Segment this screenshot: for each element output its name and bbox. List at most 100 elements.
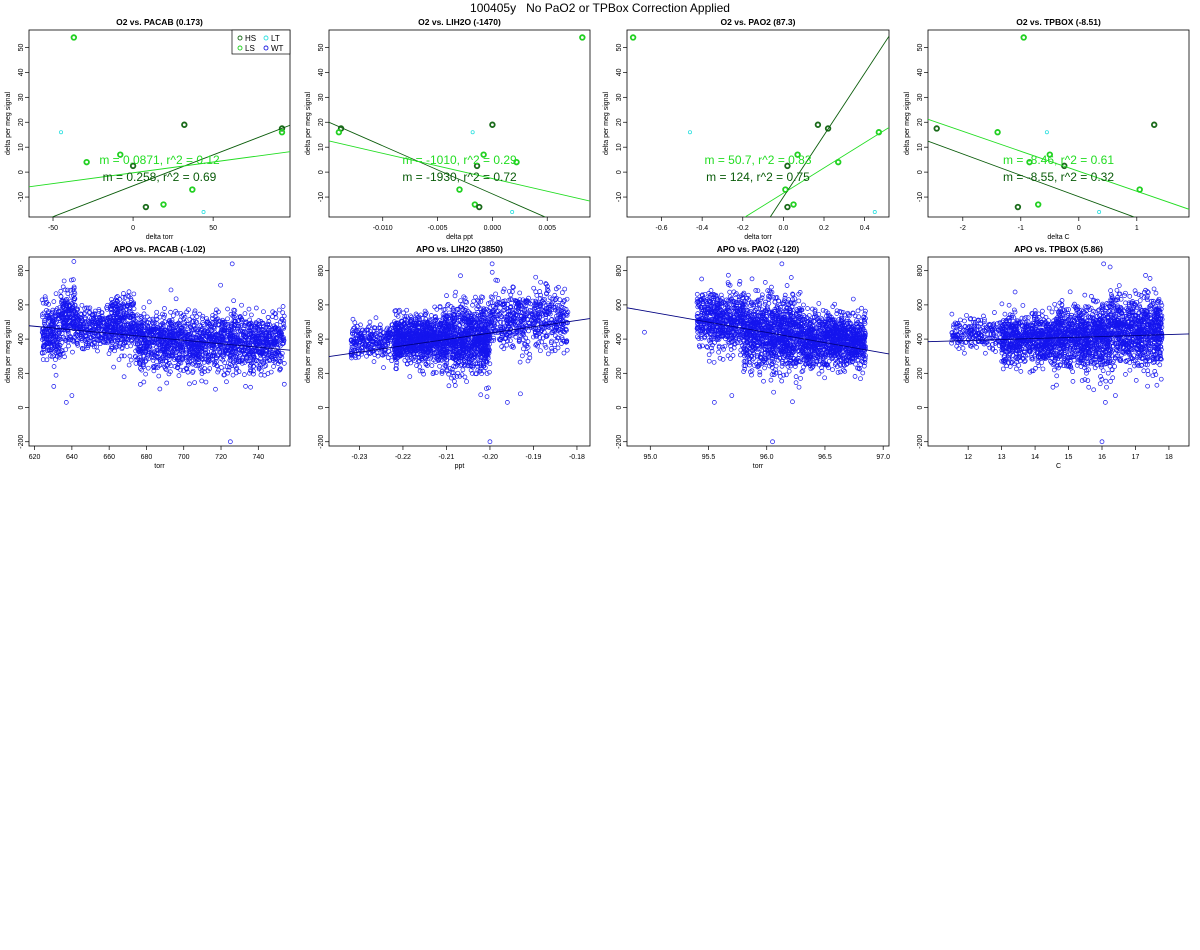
data-point xyxy=(431,342,437,348)
data-point xyxy=(432,349,438,355)
data-point xyxy=(379,339,385,345)
data-point xyxy=(75,317,80,322)
data-point xyxy=(162,366,168,371)
data-point xyxy=(52,341,57,347)
data-point xyxy=(419,356,425,361)
data-point xyxy=(58,314,64,319)
data-point xyxy=(398,318,404,324)
data-point xyxy=(170,313,176,319)
y-tick-label: 800 xyxy=(318,265,325,277)
data-point xyxy=(428,317,434,323)
data-point xyxy=(199,334,205,340)
y-tick-label: 20 xyxy=(318,118,325,126)
data-point xyxy=(460,340,465,346)
data-point xyxy=(62,354,67,360)
data-point xyxy=(483,359,488,365)
legend-box xyxy=(231,29,291,55)
data-point xyxy=(419,348,424,354)
data-point xyxy=(121,333,127,339)
data-point xyxy=(367,323,373,329)
data-point xyxy=(435,334,441,340)
data-point xyxy=(381,365,386,370)
data-point xyxy=(128,343,134,349)
data-point xyxy=(270,309,276,315)
data-point xyxy=(94,329,100,334)
data-point xyxy=(196,357,202,362)
legend-label: HS xyxy=(245,34,256,43)
data-point xyxy=(221,352,226,357)
data-point xyxy=(264,333,269,338)
data-point xyxy=(461,358,467,363)
data-point xyxy=(359,336,364,341)
plot-frame xyxy=(328,29,591,218)
data-point xyxy=(443,325,448,331)
data-point xyxy=(369,331,375,337)
data-point xyxy=(445,349,451,355)
data-point xyxy=(141,340,147,346)
data-point xyxy=(469,344,475,349)
data-point xyxy=(242,348,248,354)
data-point xyxy=(464,379,469,384)
data-point xyxy=(420,368,425,374)
data-point xyxy=(198,347,204,353)
data-point xyxy=(480,311,485,316)
data-point xyxy=(484,358,489,364)
data-point xyxy=(422,319,428,325)
data-point xyxy=(273,351,278,357)
data-point xyxy=(458,304,464,310)
data-point xyxy=(206,357,211,363)
chart-title: APO vs. PACAB (-1.02) xyxy=(114,244,206,254)
data-point xyxy=(46,341,52,347)
data-point xyxy=(248,321,254,327)
data-point xyxy=(468,367,474,373)
data-point xyxy=(145,335,151,341)
data-point xyxy=(246,325,252,331)
data-point xyxy=(184,309,190,315)
data-point xyxy=(75,329,80,335)
data-point xyxy=(80,346,86,352)
data-point xyxy=(51,353,57,358)
data-point xyxy=(268,342,273,348)
data-point-ls xyxy=(513,158,520,166)
data-point xyxy=(454,327,460,333)
data-point xyxy=(398,339,403,345)
data-point xyxy=(238,341,244,347)
data-point xyxy=(78,315,83,320)
data-point xyxy=(228,321,234,327)
data-point xyxy=(161,343,167,348)
legend-label: WT xyxy=(271,44,284,53)
data-point-hs xyxy=(142,203,150,211)
data-point xyxy=(449,366,455,372)
data-point xyxy=(168,369,173,375)
data-point xyxy=(470,316,475,322)
data-point xyxy=(444,328,449,333)
data-point xyxy=(457,333,463,339)
data-point xyxy=(209,348,214,354)
chart-panel-2: O2 vs. LIH2O (-1470)-0.010 -0.005 0.000 0.0… xyxy=(305,17,591,241)
data-point xyxy=(437,363,442,369)
data-point xyxy=(59,331,65,337)
x-tick-label: -50 xyxy=(48,225,58,232)
data-point xyxy=(264,358,270,364)
data-point xyxy=(48,332,54,338)
data-point xyxy=(81,311,87,317)
data-point xyxy=(222,372,227,378)
data-point xyxy=(248,367,253,373)
data-point-hs xyxy=(489,121,496,128)
data-point xyxy=(481,368,487,374)
data-point xyxy=(95,320,101,325)
data-point xyxy=(79,302,85,308)
data-point xyxy=(414,363,419,368)
data-point xyxy=(413,328,419,334)
data-point xyxy=(39,297,45,303)
data-point xyxy=(188,325,194,330)
data-point xyxy=(444,361,449,366)
data-point xyxy=(254,320,259,326)
data-point xyxy=(109,305,114,311)
x-tick-label: 620 xyxy=(29,454,41,461)
data-point xyxy=(440,334,445,340)
data-point xyxy=(478,299,484,304)
data-point xyxy=(375,353,381,359)
data-point xyxy=(234,348,239,354)
data-point xyxy=(143,371,149,377)
